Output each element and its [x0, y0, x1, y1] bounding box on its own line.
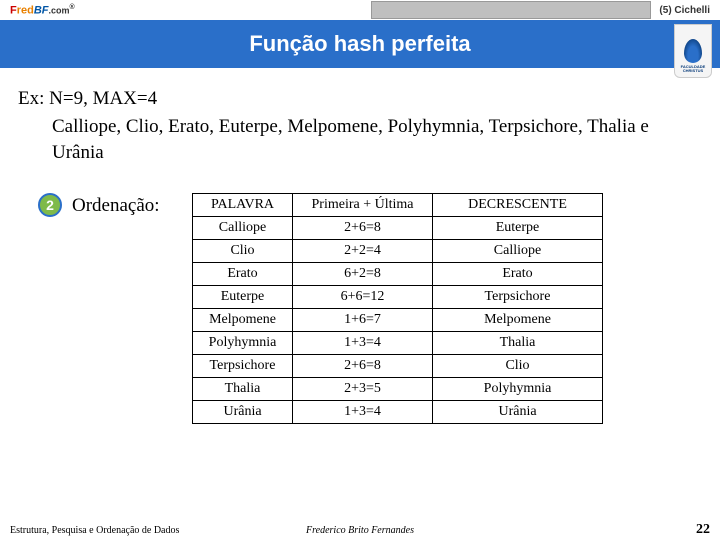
table-cell: Calliope: [193, 217, 293, 240]
table-cell: Erato: [193, 263, 293, 286]
table-cell: Erato: [433, 263, 603, 286]
table-row: Polyhymnia1+3=4Thalia: [193, 332, 603, 355]
table-row: Clio2+2=4Calliope: [193, 240, 603, 263]
table-cell: 6+6=12: [293, 286, 433, 309]
logo-part-com: .com: [49, 5, 70, 15]
step-row: 2 Ordenação: PALAVRA Primeira + Última D…: [18, 193, 702, 424]
flame-icon: [684, 39, 702, 63]
badge-text: FACULDADE CHRISTUS: [675, 65, 711, 73]
logo: FredBF.com®: [10, 4, 75, 17]
slide-content: Ex: N=9, MAX=4 Calliope, Clio, Erato, Eu…: [0, 68, 720, 424]
table-header-row: PALAVRA Primeira + Última DECRESCENTE: [193, 194, 603, 217]
logo-part-blue: BF: [34, 4, 49, 16]
top-right-group: (5) Cichelli: [371, 1, 710, 19]
table-cell: 1+6=7: [293, 309, 433, 332]
logo-part-orange: red: [17, 4, 34, 16]
table-cell: Melpomene: [433, 309, 603, 332]
table-cell: Calliope: [433, 240, 603, 263]
table-row: Erato6+2=8Erato: [193, 263, 603, 286]
logo-part-red: F: [10, 4, 17, 16]
logo-reg: ®: [70, 4, 75, 11]
table-cell: 6+2=8: [293, 263, 433, 286]
table-cell: Polyhymnia: [433, 378, 603, 401]
table-cell: Clio: [193, 240, 293, 263]
footer-left: Estrutura, Pesquisa e Ordenação de Dados: [10, 525, 179, 536]
footer-page-number: 22: [696, 522, 710, 538]
table-cell: Euterpe: [193, 286, 293, 309]
table-header: PALAVRA: [193, 194, 293, 217]
table-header: Primeira + Última: [293, 194, 433, 217]
table-header: DECRESCENTE: [433, 194, 603, 217]
table-row: Calliope2+6=8Euterpe: [193, 217, 603, 240]
table-row: Melpomene1+6=7Melpomene: [193, 309, 603, 332]
top-bar: FredBF.com® (5) Cichelli: [0, 0, 720, 20]
slide-title: Função hash perfeita: [249, 31, 470, 57]
table-cell: Thalia: [193, 378, 293, 401]
table-cell: 1+3=4: [293, 332, 433, 355]
table-cell: 2+6=8: [293, 355, 433, 378]
table-cell: 2+6=8: [293, 217, 433, 240]
table-cell: 1+3=4: [293, 401, 433, 424]
title-bar: Função hash perfeita FACULDADE CHRISTUS: [0, 20, 720, 68]
institution-badge: FACULDADE CHRISTUS: [674, 24, 712, 78]
footer: Estrutura, Pesquisa e Ordenação de Dados…: [0, 520, 720, 540]
ordering-table: PALAVRA Primeira + Última DECRESCENTE Ca…: [192, 193, 603, 424]
table-row: Terpsichore2+6=8Clio: [193, 355, 603, 378]
table-cell: Urânia: [193, 401, 293, 424]
example-params: Ex: N=9, MAX=4: [18, 88, 702, 110]
table-cell: Melpomene: [193, 309, 293, 332]
footer-center: Frederico Brito Fernandes: [306, 525, 414, 536]
table-row: Euterpe6+6=12Terpsichore: [193, 286, 603, 309]
table-row: Thalia2+3=5Polyhymnia: [193, 378, 603, 401]
step-label: Ordenação:: [72, 195, 182, 217]
table-cell: 2+2=4: [293, 240, 433, 263]
table-cell: Terpsichore: [193, 355, 293, 378]
gray-placeholder-box: [371, 1, 651, 19]
example-words: Calliope, Clio, Erato, Euterpe, Melpomen…: [52, 114, 702, 165]
table-cell: Thalia: [433, 332, 603, 355]
section-reference: (5) Cichelli: [659, 5, 710, 16]
table-cell: Clio: [433, 355, 603, 378]
table-row: Urânia1+3=4Urânia: [193, 401, 603, 424]
table-cell: 2+3=5: [293, 378, 433, 401]
table-cell: Polyhymnia: [193, 332, 293, 355]
table-cell: Terpsichore: [433, 286, 603, 309]
step-number-badge: 2: [38, 193, 62, 217]
table-cell: Urânia: [433, 401, 603, 424]
table-cell: Euterpe: [433, 217, 603, 240]
